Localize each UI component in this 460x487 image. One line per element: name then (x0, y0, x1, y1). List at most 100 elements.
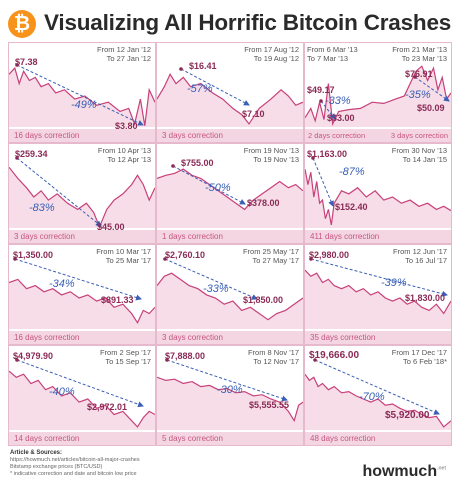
crash-panel-11: From 8 Nov '17 To 12 Nov '17 $7,888.00 $5,5… (157, 346, 303, 445)
change-percent: -34% (49, 278, 75, 290)
change-percent: -33% (203, 283, 229, 295)
high-price: $4,979.90 (13, 351, 54, 361)
brand-logo: howmuch.net (362, 463, 446, 481)
price-line (157, 73, 303, 125)
price-area (305, 270, 451, 329)
peak-marker (15, 63, 19, 67)
low-price-2: $50.09 (417, 103, 445, 113)
drop-arrow (314, 359, 440, 415)
price-area (305, 66, 451, 127)
price-area (9, 167, 155, 228)
date-range: From 2 Sep '17 To 15 Sep '17 (100, 348, 151, 366)
correction-bar (305, 129, 451, 142)
date-to: To 25 Mar '17 (105, 256, 151, 265)
change-percent: -49% (71, 99, 97, 111)
low-price: $45.00 (97, 222, 125, 232)
low-price: $5,920.00 (385, 410, 430, 421)
date-range: From 17 Dec '17 To 6 Feb '18* (392, 348, 447, 366)
peak-marker (15, 156, 19, 160)
date-from: From 19 Nov '13 (243, 146, 299, 155)
date-to: To 27 Jan '12 (106, 54, 151, 63)
crash-panel-3: From 6 Mar '13 To 7 Mar '13 From 21 Mar '1… (305, 43, 451, 142)
drop-arrow (16, 64, 144, 126)
crash-chart-7 (9, 257, 155, 329)
date-range-1: From 6 Mar '13 To 7 Mar '13 (307, 45, 358, 63)
crash-panel-10: From 2 Sep '17 To 15 Sep '17 $4,979.90 $2,9… (9, 346, 155, 445)
low-price: $891.33 (101, 295, 134, 305)
date-from: From 2 Sep '17 (99, 348, 151, 357)
change-percent: -40% (49, 386, 75, 398)
low-price: $7.10 (242, 109, 265, 119)
peak-marker (15, 358, 19, 362)
peak-marker (179, 67, 183, 71)
change-percent: -50% (205, 182, 231, 194)
price-area (9, 371, 155, 430)
price-line (305, 65, 451, 127)
high-price: $2,760.10 (165, 250, 206, 260)
low-price: $3.80 (115, 121, 138, 131)
drop-arrow (164, 258, 258, 300)
date-range: From 10 Mar '17 To 25 Mar '17 (96, 247, 151, 265)
date-to: To 19 Nov '13 (253, 155, 299, 164)
brand-name: howmuch (362, 463, 438, 480)
high-price: $259.34 (15, 149, 48, 159)
high-price: $1,163.00 (307, 149, 348, 159)
change-percent-1: -33% (325, 95, 351, 107)
price-area (157, 169, 303, 228)
drop-arrow (312, 157, 334, 207)
crash-chart-10 (9, 358, 155, 430)
price-line (157, 376, 303, 423)
date-from: From 25 May '17 (242, 247, 299, 256)
date-range: From 19 Nov '13 To 19 Nov '13 (244, 146, 299, 164)
price-line (9, 166, 155, 229)
change-percent: -87% (339, 166, 365, 178)
correction-duration-2: 3 days correction (390, 131, 448, 140)
crash-chart-4 (9, 156, 155, 229)
crash-panel-8: From 25 May '17 To 27 May '17 $2,760.10 $1,… (157, 245, 303, 344)
high-price-2: $76.91 (405, 69, 433, 79)
low-price: $1,850.00 (243, 295, 284, 305)
high-price: $19,666.00 (309, 350, 360, 361)
high-price: $2,980.00 (309, 250, 350, 260)
high-price: $16.41 (189, 61, 217, 71)
crash-chart-5 (157, 164, 303, 228)
date-from: From 12 Jan '12 (97, 45, 151, 54)
header: ₿ Visualizing All Horrific Bitcoin Crash… (8, 8, 452, 40)
correction-duration: 16 days correction (9, 331, 155, 344)
price-area (9, 68, 155, 127)
date-range: From 17 Aug '12 To 19 Aug '12 (244, 45, 299, 63)
peak-marker (311, 156, 315, 160)
bitcoin-logo-icon: ₿ (8, 10, 36, 38)
low-price-1: $33.00 (327, 113, 355, 123)
correction-duration: 411 days correction (305, 230, 451, 243)
correction-duration: 3 days correction (157, 129, 303, 142)
date-to-1: To 7 Mar '13 (307, 54, 349, 63)
price-area (157, 377, 303, 430)
peak-marker (309, 257, 313, 261)
price-line (9, 278, 155, 325)
crash-chart-11 (157, 358, 303, 430)
peak-marker (171, 164, 175, 168)
date-to: To 15 Sep '17 (105, 357, 151, 366)
change-percent: -39% (381, 277, 407, 289)
price-area (157, 74, 303, 127)
date-from: From 12 Jun '17 (393, 247, 447, 256)
crash-chart-12 (305, 358, 451, 430)
crash-panel-12: From 17 Dec '17 To 6 Feb '18* $19,666.00 $5… (305, 346, 451, 445)
crash-chart-2 (157, 67, 303, 127)
high-price: $755.00 (181, 158, 214, 168)
date-from: From 17 Aug '12 (244, 45, 299, 54)
low-price: $1,830.00 (405, 293, 446, 303)
change-percent: -83% (29, 202, 55, 214)
date-range: From 10 Apr '13 To 12 Apr '13 (98, 146, 151, 164)
crash-chart-6 (305, 156, 451, 228)
crash-chart-9 (305, 257, 451, 329)
peak-marker (313, 358, 317, 362)
date-range: From 12 Jun '17 To 16 Jul '17 (393, 247, 447, 265)
brand-suffix: .net (437, 465, 446, 472)
change-percent: -30% (217, 384, 243, 396)
drop-arrow (310, 258, 448, 297)
footer-source-exchange: Bitstamp exchange prices (BTC/USD) (10, 464, 103, 470)
date-from: From 8 Nov '17 (247, 348, 299, 357)
